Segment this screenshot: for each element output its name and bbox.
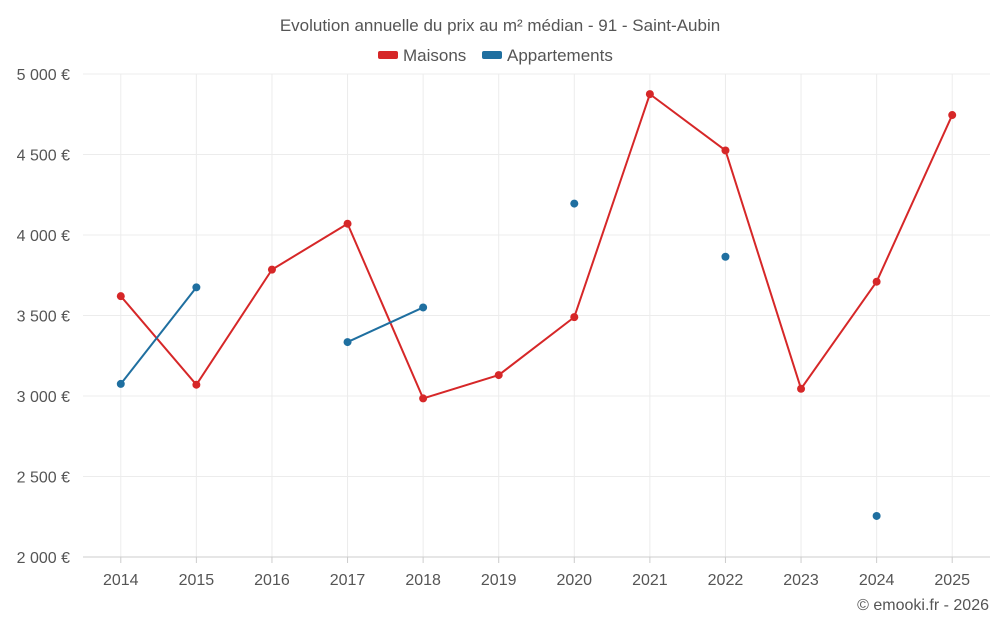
y-tick-label-4000: 4 000 € <box>17 228 70 245</box>
legend-item-maisons[interactable]: Maisons <box>378 46 466 65</box>
series-layer <box>116 90 957 520</box>
x-tick-label-2016: 2016 <box>254 572 290 589</box>
point-appartements-2018[interactable] <box>419 303 428 312</box>
point-maisons-2015[interactable] <box>192 380 201 389</box>
point-appartements-2020[interactable] <box>570 199 579 208</box>
y-axis: 2 000 € 2 500 € 3 000 € 3 500 € 4 000 € 4 500… <box>17 67 70 567</box>
x-tick-label-2019: 2019 <box>481 572 517 589</box>
point-maisons-2023[interactable] <box>797 384 806 393</box>
point-appartements-2017[interactable] <box>343 338 352 347</box>
y-tick-label-3500: 3 500 € <box>17 309 70 326</box>
x-tick-label-2020: 2020 <box>556 572 592 589</box>
legend-label-appartements: Appartements <box>507 46 613 65</box>
y-tick-label-5000: 5 000 € <box>17 67 70 84</box>
x-tick-label-2018: 2018 <box>405 572 441 589</box>
x-tick-label-2014: 2014 <box>103 572 139 589</box>
point-appartements-2015[interactable] <box>192 283 201 292</box>
legend: Maisons Appartements <box>378 46 613 65</box>
point-maisons-2017[interactable] <box>343 219 352 228</box>
series-maisons <box>116 90 957 403</box>
series-line-appartements-0 <box>120 286 198 385</box>
x-tick-label-2025: 2025 <box>934 572 970 589</box>
x-tick-label-2021: 2021 <box>632 572 668 589</box>
point-maisons-2016[interactable] <box>267 265 276 274</box>
chart-title: Evolution annuelle du prix au m² médian … <box>280 16 720 35</box>
legend-swatch-appartements <box>482 51 502 59</box>
point-appartements-2014[interactable] <box>116 379 125 388</box>
credit-text: © emooki.fr - 2026 <box>857 597 989 614</box>
y-tick-label-4500: 4 500 € <box>17 148 70 165</box>
point-maisons-2014[interactable] <box>116 292 125 301</box>
x-axis: 2014 2015 2016 2017 2018 2019 2020 2021 2022 2023… <box>83 556 990 589</box>
point-maisons-2020[interactable] <box>570 313 579 322</box>
point-appartements-2022[interactable] <box>721 252 730 261</box>
y-tick-label-2000: 2 000 € <box>17 550 70 567</box>
x-tick-label-2015: 2015 <box>179 572 215 589</box>
x-tick-label-2023: 2023 <box>783 572 819 589</box>
y-tick-label-3000: 3 000 € <box>17 389 70 406</box>
point-maisons-2022[interactable] <box>721 146 730 155</box>
x-tick-label-2024: 2024 <box>859 572 895 589</box>
point-maisons-2021[interactable] <box>645 90 654 99</box>
series-line-appartements-1 <box>347 306 424 343</box>
x-tick-label-2022: 2022 <box>708 572 744 589</box>
point-maisons-2024[interactable] <box>872 277 881 286</box>
y-tick-label-2500: 2 500 € <box>17 470 70 487</box>
series-line-maisons-0 <box>120 93 954 400</box>
point-maisons-2019[interactable] <box>494 371 503 380</box>
legend-item-appartements[interactable]: Appartements <box>482 46 613 65</box>
legend-swatch-maisons <box>378 51 398 59</box>
series-appartements <box>116 199 881 520</box>
point-maisons-2025[interactable] <box>948 111 957 120</box>
point-appartements-2024[interactable] <box>872 511 881 520</box>
x-tick-label-2017: 2017 <box>330 572 366 589</box>
legend-label-maisons: Maisons <box>403 46 466 65</box>
point-maisons-2018[interactable] <box>419 394 428 403</box>
